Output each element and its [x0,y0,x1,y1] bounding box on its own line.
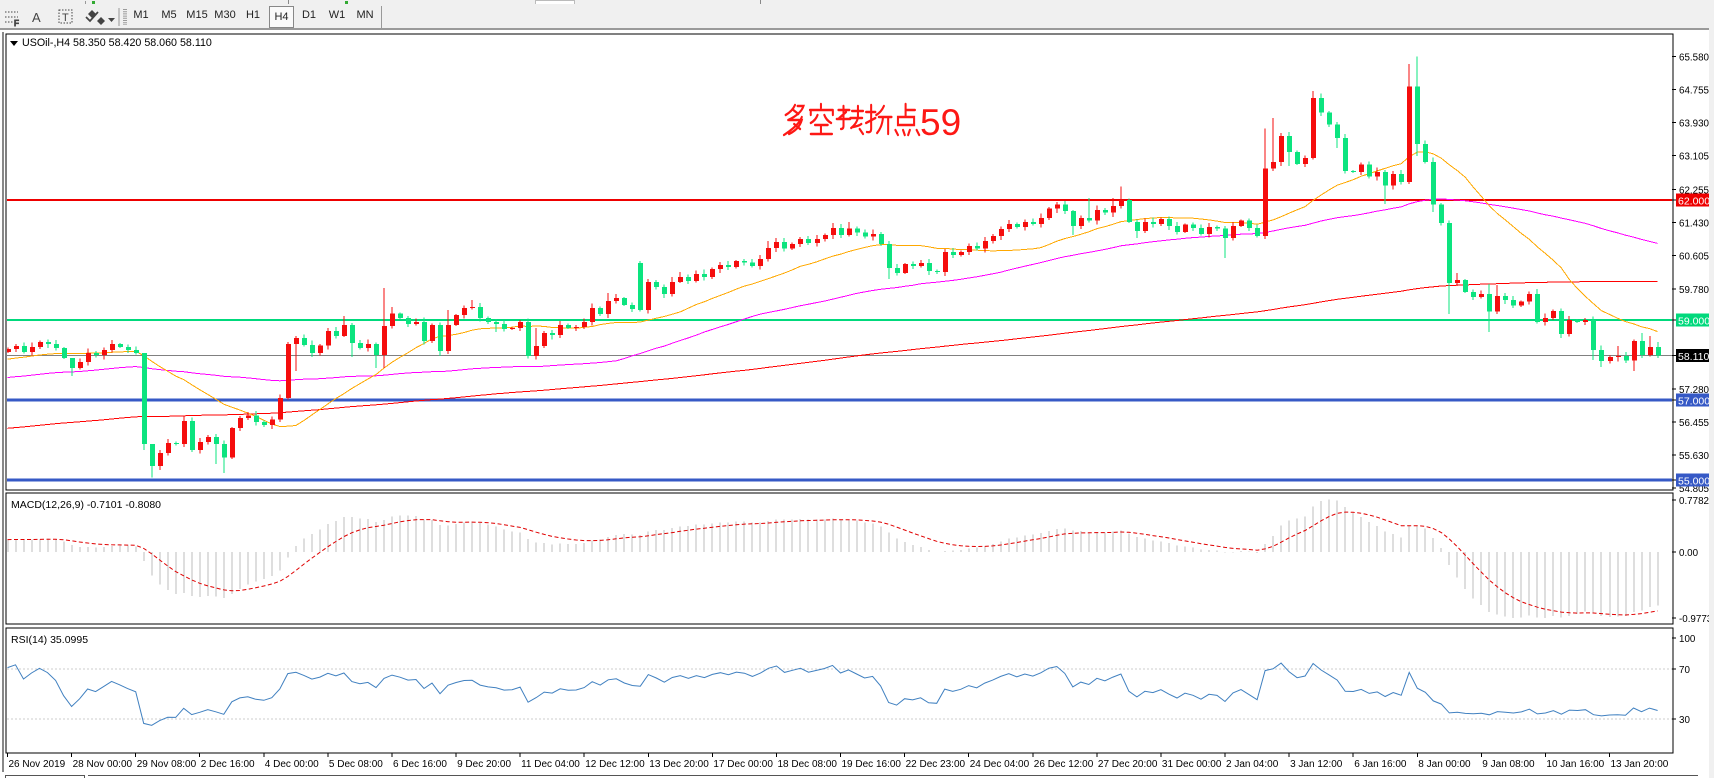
svg-text:9 Dec 20:00: 9 Dec 20:00 [457,759,511,770]
svg-text:19 Dec 16:00: 19 Dec 16:00 [842,759,902,770]
svg-text:55.630: 55.630 [1679,451,1710,462]
svg-text:29 Nov 08:00: 29 Nov 08:00 [137,759,197,770]
svg-text:31 Dec 00:00: 31 Dec 00:00 [1162,759,1222,770]
svg-text:57.000: 57.000 [1678,396,1710,408]
svg-text:28 Nov 00:00: 28 Nov 00:00 [73,759,133,770]
svg-text:11 Dec 04:00: 11 Dec 04:00 [521,759,580,770]
svg-text:10 Jan 16:00: 10 Jan 16:00 [1546,759,1604,770]
svg-text:24 Dec 04:00: 24 Dec 04:00 [970,759,1030,770]
svg-text:58.110: 58.110 [1678,351,1709,363]
svg-text:USOil-,H4: USOil-,H4 [22,37,70,49]
svg-text:T: T [62,12,69,24]
svg-text:17 Dec 00:00: 17 Dec 00:00 [713,759,773,770]
svg-text:13 Dec 20:00: 13 Dec 20:00 [649,759,709,770]
svg-text:RSI(14) 35.0995: RSI(14) 35.0995 [11,634,88,646]
svg-text:12 Dec 12:00: 12 Dec 12:00 [585,759,645,770]
svg-text:100: 100 [1679,634,1696,645]
svg-text:0.00: 0.00 [1679,548,1699,559]
svg-text:64.755: 64.755 [1679,86,1710,97]
svg-text:30: 30 [1679,715,1690,726]
svg-text:65.580: 65.580 [1679,53,1710,64]
svg-text:62.000: 62.000 [1678,195,1710,207]
svg-text:59.000: 59.000 [1678,316,1710,328]
svg-text:63.930: 63.930 [1679,119,1710,130]
svg-text:-0.9773: -0.9773 [1679,614,1713,625]
svg-text:26 Dec 12:00: 26 Dec 12:00 [1034,759,1094,770]
svg-text:6 Jan 16:00: 6 Jan 16:00 [1354,759,1407,770]
svg-text:27 Dec 20:00: 27 Dec 20:00 [1098,759,1158,770]
svg-text:MACD(12,26,9) -0.7101 -0.8080: MACD(12,26,9) -0.7101 -0.8080 [11,499,161,511]
svg-text:A: A [32,10,41,25]
svg-text:59.780: 59.780 [1679,285,1710,296]
svg-text:58.350 58.420 58.060 58.110: 58.350 58.420 58.060 58.110 [73,37,212,49]
svg-text:0.7782: 0.7782 [1679,496,1709,507]
svg-text:8 Jan 00:00: 8 Jan 00:00 [1418,759,1471,770]
svg-text:55.000: 55.000 [1678,476,1710,488]
svg-text:57.280: 57.280 [1679,385,1710,396]
svg-text:60.605: 60.605 [1679,252,1710,263]
svg-text:26 Nov 2019: 26 Nov 2019 [9,759,66,770]
svg-text:9 Jan 08:00: 9 Jan 08:00 [1482,759,1535,770]
svg-text:4 Dec 00:00: 4 Dec 00:00 [265,759,319,770]
svg-text:2 Dec 16:00: 2 Dec 16:00 [201,759,255,770]
svg-text:3 Jan 12:00: 3 Jan 12:00 [1290,759,1343,770]
svg-text:62.255: 62.255 [1679,186,1710,197]
svg-text:56.455: 56.455 [1679,418,1710,429]
svg-text:5 Dec 08:00: 5 Dec 08:00 [329,759,383,770]
svg-text:13 Jan 20:00: 13 Jan 20:00 [1611,759,1669,770]
svg-text:54.805: 54.805 [1679,484,1710,495]
svg-text:F: F [14,19,19,28]
svg-text:63.105: 63.105 [1679,152,1710,163]
svg-text:70: 70 [1679,665,1690,676]
svg-text:18 Dec 08:00: 18 Dec 08:00 [778,759,838,770]
svg-text:61.430: 61.430 [1679,219,1710,230]
svg-text:22 Dec 23:00: 22 Dec 23:00 [906,759,966,770]
svg-text:6 Dec 16:00: 6 Dec 16:00 [393,759,447,770]
svg-text:59: 59 [920,102,961,143]
svg-text:2 Jan 04:00: 2 Jan 04:00 [1226,759,1279,770]
